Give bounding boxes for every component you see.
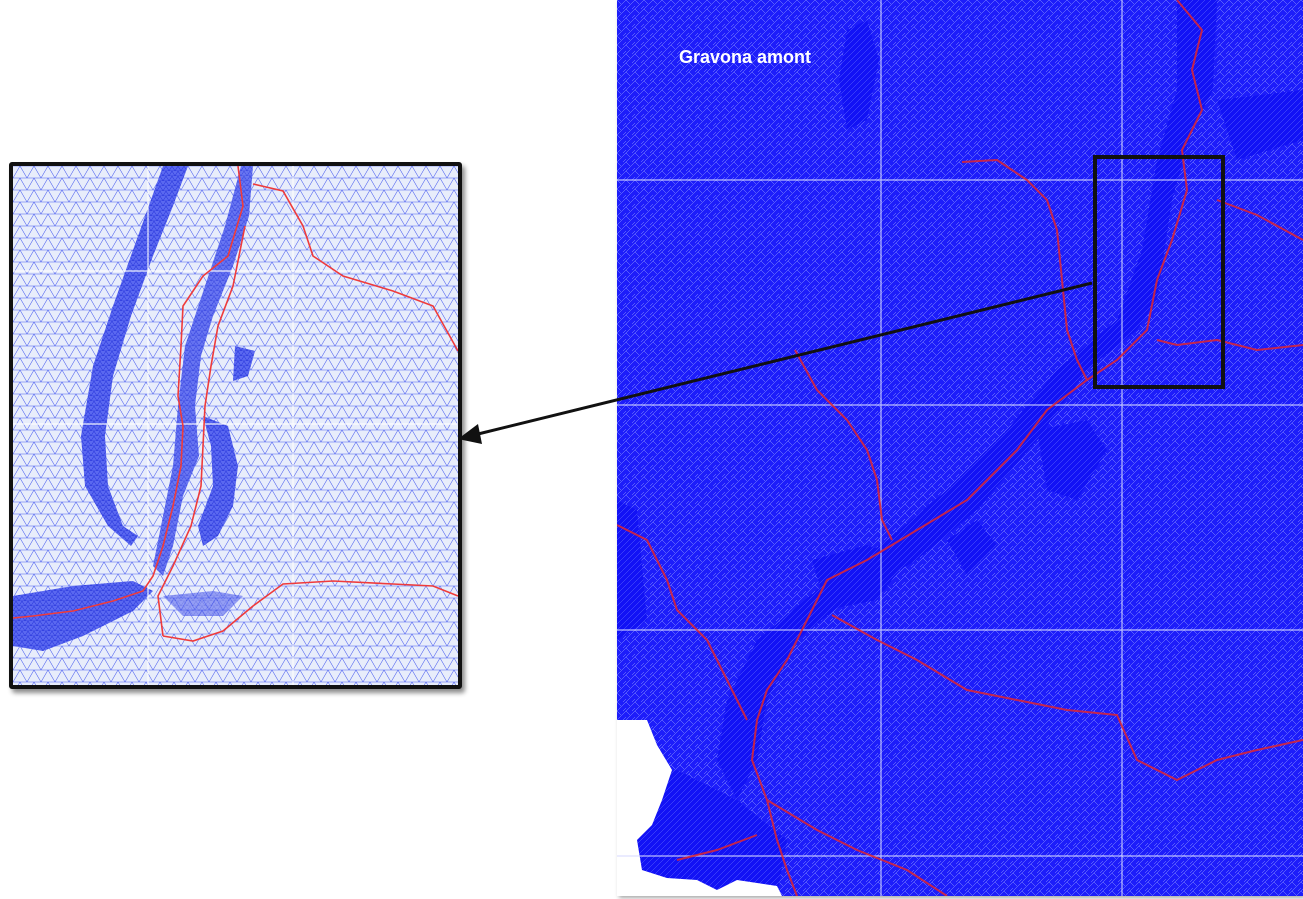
zoom-extent-box: [1093, 155, 1225, 389]
inset-mesh-canvas: [13, 166, 458, 685]
no-data-area: [617, 720, 782, 896]
inset-rivers: [13, 166, 458, 642]
map-title: Gravona amont: [679, 47, 812, 67]
inset-zoom-panel: [9, 162, 462, 689]
main-mesh-map: Gravona amont: [617, 0, 1303, 896]
mesh-map-canvas: [617, 0, 1303, 896]
